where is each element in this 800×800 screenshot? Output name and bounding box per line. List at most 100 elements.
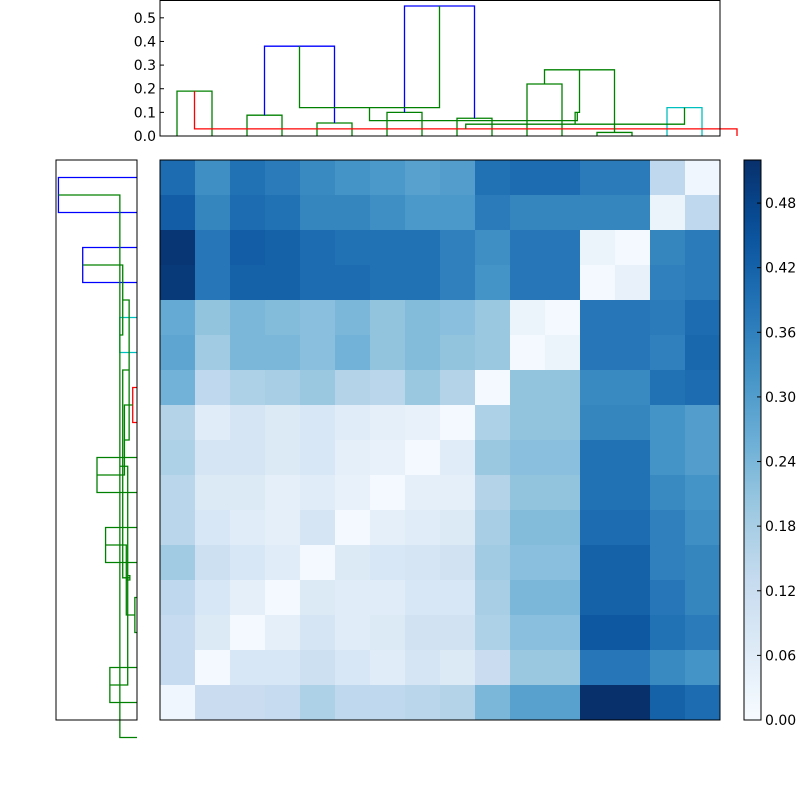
heatmap-cell [510,370,546,406]
colorbar-tick-label: 0.12 [765,584,796,600]
heatmap-cell [440,370,476,406]
heatmap-cell [370,440,406,476]
heatmap-cell [685,650,721,686]
heatmap-cell [685,615,721,651]
heatmap-cell [545,335,581,371]
heatmap-cell [615,405,651,441]
heatmap-cell [615,230,651,266]
heatmap-cell [650,195,686,231]
heatmap-cell [510,230,546,266]
colorbar-tick-label: 0.48 [765,196,796,212]
colorbar-frame [743,159,762,721]
heatmap-cell [370,160,406,196]
heatmap-cell [230,300,266,336]
heatmap-cell [685,370,721,406]
heatmap-cell [440,510,476,546]
heatmap-cell [615,685,651,721]
heatmap-cell [545,230,581,266]
heatmap-cell [650,615,686,651]
heatmap-cell [510,405,546,441]
heatmap-cell [580,370,616,406]
heatmap-cell [685,300,721,336]
heatmap-cell [160,230,196,266]
heatmap-cell [300,335,336,371]
heatmap-cell [475,300,511,336]
colorbar-tick-label: 0.06 [765,648,796,664]
left-dendrogram-link [122,369,130,579]
heatmap-cell [300,475,336,511]
heatmap-cell [580,650,616,686]
heatmap-cell [335,440,371,476]
heatmap-cell [475,475,511,511]
heatmap-cell [265,160,301,196]
heatmap-cell [370,685,406,721]
heatmap-cell [335,265,371,301]
heatmap-cell [230,335,266,371]
left-dendrogram [55,159,138,739]
heatmap-cell [230,440,266,476]
heatmap-cell [475,650,511,686]
heatmap-cell [195,685,231,721]
heatmap-cell [510,440,546,476]
heatmap-cell [195,510,231,546]
heatmap-cell [510,650,546,686]
heatmap-cell [440,475,476,511]
heatmap-cell [300,195,336,231]
heatmap-cell [440,685,476,721]
heatmap-cell [685,230,721,266]
heatmap-cell [685,405,721,441]
colorbar-tick-label: 0.00 [765,713,796,729]
heatmap-cell [475,685,511,721]
heatmap-cell [195,650,231,686]
heatmap-cell [685,580,721,616]
heatmap-cell [405,650,441,686]
left-dendrogram-frame [55,159,138,721]
heatmap-frame [159,159,721,721]
heatmap-cell [370,265,406,301]
heatmap-cell [405,300,441,336]
colorbar-tick-label: 0.42 [765,261,796,277]
heatmap-cell [440,195,476,231]
heatmap-cell [650,510,686,546]
heatmap-cell [370,545,406,581]
heatmap-cell [160,545,196,581]
heatmap-cell [300,615,336,651]
heatmap [159,159,721,721]
heatmap-cell [195,335,231,371]
heatmap-cell [335,475,371,511]
heatmap-cell [650,370,686,406]
heatmap-cell [195,615,231,651]
heatmap-cell [580,440,616,476]
heatmap-cell [405,685,441,721]
colorbar-tick-label: 0.24 [765,455,796,471]
heatmap-cell [195,300,231,336]
heatmap-cell [440,650,476,686]
heatmap-cell [300,370,336,406]
heatmap-cell [545,160,581,196]
colorbar: 0.00 0.06 0.12 0.18 0.24 0.30 0.36 0.42 0.48 [743,159,796,729]
heatmap-cell [370,615,406,651]
heatmap-cell [265,650,301,686]
heatmap-cell [230,475,266,511]
heatmap-cell [685,335,721,371]
heatmap-cell [440,230,476,266]
heatmap-cell [580,475,616,511]
heatmap-cell [615,580,651,616]
heatmap-cell [650,475,686,511]
heatmap-cell [160,370,196,406]
heatmap-cell [405,405,441,441]
heatmap-cell [335,230,371,266]
heatmap-cell [370,300,406,336]
heatmap-cell [405,580,441,616]
heatmap-cell [475,195,511,231]
heatmap-cell [580,615,616,651]
heatmap-cell [265,510,301,546]
heatmap-cell [265,475,301,511]
heatmap-cell [195,230,231,266]
heatmap-cell [615,650,651,686]
heatmap-cell [160,650,196,686]
heatmap-cell [545,650,581,686]
heatmap-cell [335,650,371,686]
heatmap-cell [265,685,301,721]
heatmap-cell [475,265,511,301]
